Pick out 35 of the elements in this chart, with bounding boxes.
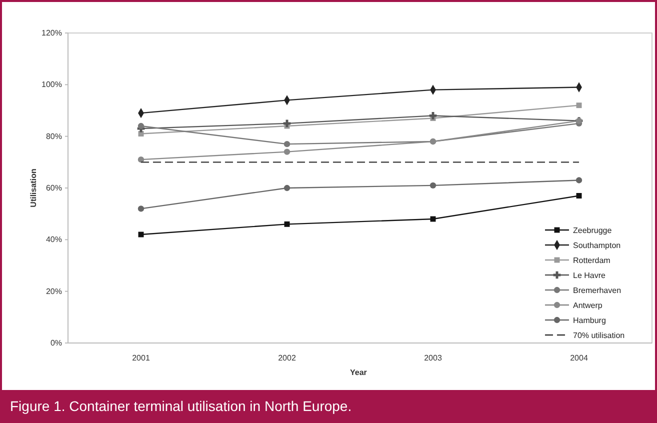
y-tick-label: 20% [46, 286, 62, 296]
point [429, 112, 437, 120]
x-tick-label: 2004 [570, 354, 588, 363]
point [284, 221, 290, 227]
point [284, 148, 290, 155]
x-tick-label: 2003 [424, 354, 442, 363]
point [284, 184, 290, 192]
legend-label: Rotterdam [573, 256, 611, 265]
y-tick-label: 100% [42, 80, 62, 90]
point [576, 102, 582, 108]
legend-label: Le Havre [573, 271, 606, 280]
legend-label: Southampton [573, 241, 621, 250]
legend-label: Bremerhaven [573, 286, 622, 295]
y-tick-label: 60% [46, 184, 62, 193]
legend-label: Antwerp [573, 301, 603, 310]
point [138, 206, 144, 212]
point [138, 122, 144, 130]
point [576, 177, 582, 184]
y-tick-label: 40% [46, 235, 62, 244]
point [138, 156, 144, 163]
y-tick-label: 80% [46, 132, 62, 141]
x-axis-title: Year [350, 368, 367, 377]
legend-label: Hamburg [573, 316, 606, 325]
point [576, 193, 582, 198]
point [284, 141, 290, 148]
y-tick-label: 0% [50, 338, 62, 348]
y-tick-label: 120% [42, 28, 62, 38]
y-axis-title: Utilisation [29, 168, 38, 208]
x-tick-label: 2001 [132, 354, 150, 363]
caption: Figure 1. Container terminal utilisation in North Europe. [10, 398, 352, 414]
point [283, 120, 291, 128]
point [430, 182, 436, 188]
x-tick-label: 2002 [278, 354, 296, 363]
legend-label: 70% utilisation [573, 331, 625, 340]
legend-label: Zeebrugge [573, 226, 612, 235]
